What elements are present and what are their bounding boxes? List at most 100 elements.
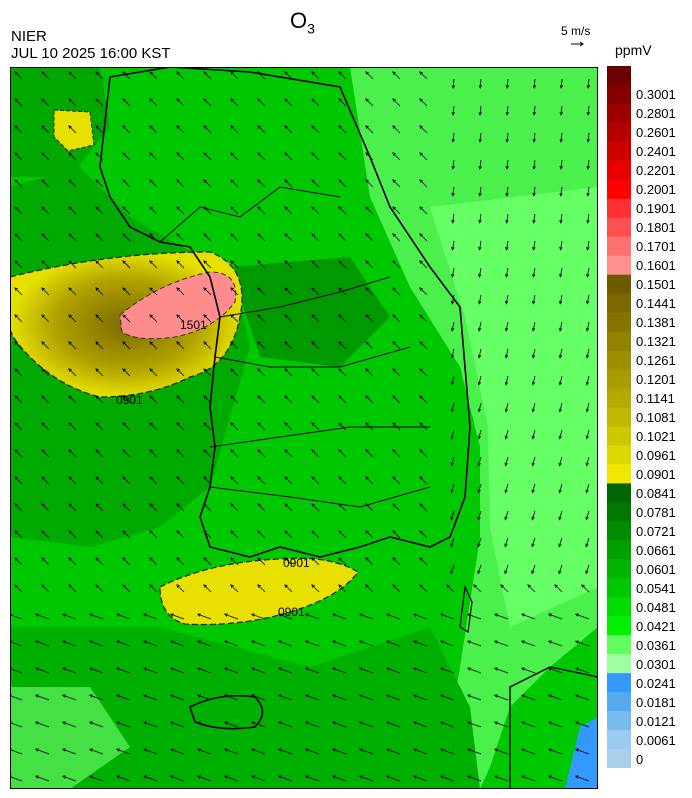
wind-arrow bbox=[95, 125, 104, 134]
wind-arrow bbox=[521, 613, 536, 620]
wind-arrowhead bbox=[169, 613, 174, 617]
wind-arrow bbox=[257, 422, 266, 431]
wind-arrowhead bbox=[419, 125, 423, 129]
wind-arrowhead bbox=[365, 125, 369, 129]
wind-arrow bbox=[89, 667, 104, 674]
wind-arrowhead bbox=[451, 138, 455, 143]
wind-arrowhead bbox=[331, 613, 336, 617]
wind-arrow bbox=[494, 694, 509, 701]
wind-arrowhead bbox=[304, 640, 309, 644]
wind-arrowhead bbox=[585, 381, 590, 386]
legend-tick-label: 0.0601 bbox=[636, 561, 676, 577]
kyushu-outline bbox=[509, 666, 598, 789]
wind-arrow bbox=[62, 748, 77, 755]
wind-arrowhead bbox=[142, 775, 147, 779]
wind-arrow bbox=[332, 667, 347, 674]
wind-arrowhead bbox=[88, 613, 93, 617]
wind-arrowhead bbox=[338, 206, 342, 210]
wind-arrow bbox=[122, 233, 131, 242]
wind-arrowhead bbox=[547, 613, 552, 617]
wind-arrow bbox=[41, 125, 50, 134]
wind-arrow bbox=[305, 748, 320, 755]
wind-arrow bbox=[419, 530, 428, 539]
wind-arrow bbox=[170, 775, 185, 782]
wind-arrowhead bbox=[450, 354, 455, 359]
wind-arrowhead bbox=[250, 613, 255, 617]
wind-arrowhead bbox=[365, 206, 369, 210]
wind-arrow bbox=[575, 613, 590, 620]
wind-arrow bbox=[68, 449, 77, 458]
wind-arrow bbox=[392, 98, 401, 107]
contour-label: 0901 bbox=[116, 393, 143, 407]
wind-arrow bbox=[89, 721, 104, 728]
wind-arrowhead bbox=[284, 287, 288, 291]
legend-tick-label: 0.2001 bbox=[636, 182, 676, 198]
wind-arrowhead bbox=[14, 503, 18, 507]
wind-arrow bbox=[284, 98, 293, 107]
wind-arrow bbox=[419, 314, 428, 323]
wind-arrow bbox=[392, 71, 401, 80]
wind-arrowhead bbox=[311, 260, 315, 264]
legend-swatch bbox=[607, 236, 631, 257]
wind-arrow bbox=[478, 429, 482, 439]
wind-arrowhead bbox=[176, 125, 180, 129]
wind-arrow bbox=[14, 449, 23, 458]
wind-arrowhead bbox=[505, 327, 509, 332]
wind-arrow bbox=[251, 694, 266, 701]
wind-arrow bbox=[305, 721, 320, 728]
legend-swatch bbox=[607, 616, 631, 636]
wind-arrow bbox=[41, 503, 50, 512]
wind-arrowhead bbox=[203, 530, 207, 534]
wind-arrowhead bbox=[504, 381, 509, 386]
wind-arrow bbox=[575, 748, 590, 755]
legend-swatch bbox=[607, 122, 631, 143]
legend-tick-label: 0.1261 bbox=[636, 353, 676, 369]
wind-arrow bbox=[365, 449, 374, 458]
legend-swatch bbox=[607, 407, 631, 427]
wind-arrowhead bbox=[419, 287, 423, 291]
wind-arrowhead bbox=[95, 503, 99, 507]
wind-arrow bbox=[392, 152, 401, 161]
wind-arrow bbox=[365, 71, 374, 80]
wind-arrowhead bbox=[311, 368, 315, 372]
wind-arrowhead bbox=[149, 584, 153, 588]
legend-swatch bbox=[607, 179, 631, 200]
wind-arrowhead bbox=[284, 233, 288, 237]
wind-arrow bbox=[332, 721, 347, 728]
wind-arrow bbox=[257, 341, 266, 350]
legend-tick-label: 0.0961 bbox=[636, 447, 676, 463]
wind-arrow bbox=[586, 429, 590, 439]
wind-arrow bbox=[278, 694, 293, 701]
wind-arrowhead bbox=[257, 152, 261, 156]
wind-arrowhead bbox=[257, 476, 261, 480]
wind-arrow bbox=[386, 775, 401, 782]
wind-arrowhead bbox=[277, 613, 282, 617]
wind-arrowhead bbox=[223, 694, 228, 698]
wind-arrow bbox=[559, 402, 563, 412]
wind-arrow bbox=[467, 748, 482, 755]
wind-arrowhead bbox=[558, 570, 562, 575]
wind-arrow bbox=[559, 294, 563, 304]
legend-tick-label: 0.2601 bbox=[636, 125, 676, 141]
wind-arrow bbox=[559, 456, 563, 466]
wind-arrowhead bbox=[61, 721, 66, 725]
wind-arrow bbox=[494, 613, 509, 620]
wind-arrow bbox=[203, 206, 212, 215]
wind-arrowhead bbox=[358, 613, 363, 617]
wind-scale-arrow-icon bbox=[571, 41, 584, 47]
wind-arrow bbox=[500, 584, 509, 593]
wind-arrow bbox=[278, 667, 293, 674]
wind-arrowhead bbox=[331, 640, 336, 644]
wind-arrowhead bbox=[586, 300, 590, 305]
wind-arrowhead bbox=[547, 748, 552, 752]
wind-arrowhead bbox=[505, 273, 509, 278]
wind-arrowhead bbox=[311, 422, 315, 426]
wind-arrow bbox=[68, 260, 77, 269]
province-boundaries bbox=[159, 186, 431, 508]
wind-arrowhead bbox=[392, 125, 396, 129]
wind-arrow bbox=[338, 584, 347, 593]
wind-arrow bbox=[95, 206, 104, 215]
wind-arrow bbox=[365, 98, 374, 107]
wind-arrowhead bbox=[574, 667, 579, 671]
wind-arrow bbox=[504, 537, 509, 547]
